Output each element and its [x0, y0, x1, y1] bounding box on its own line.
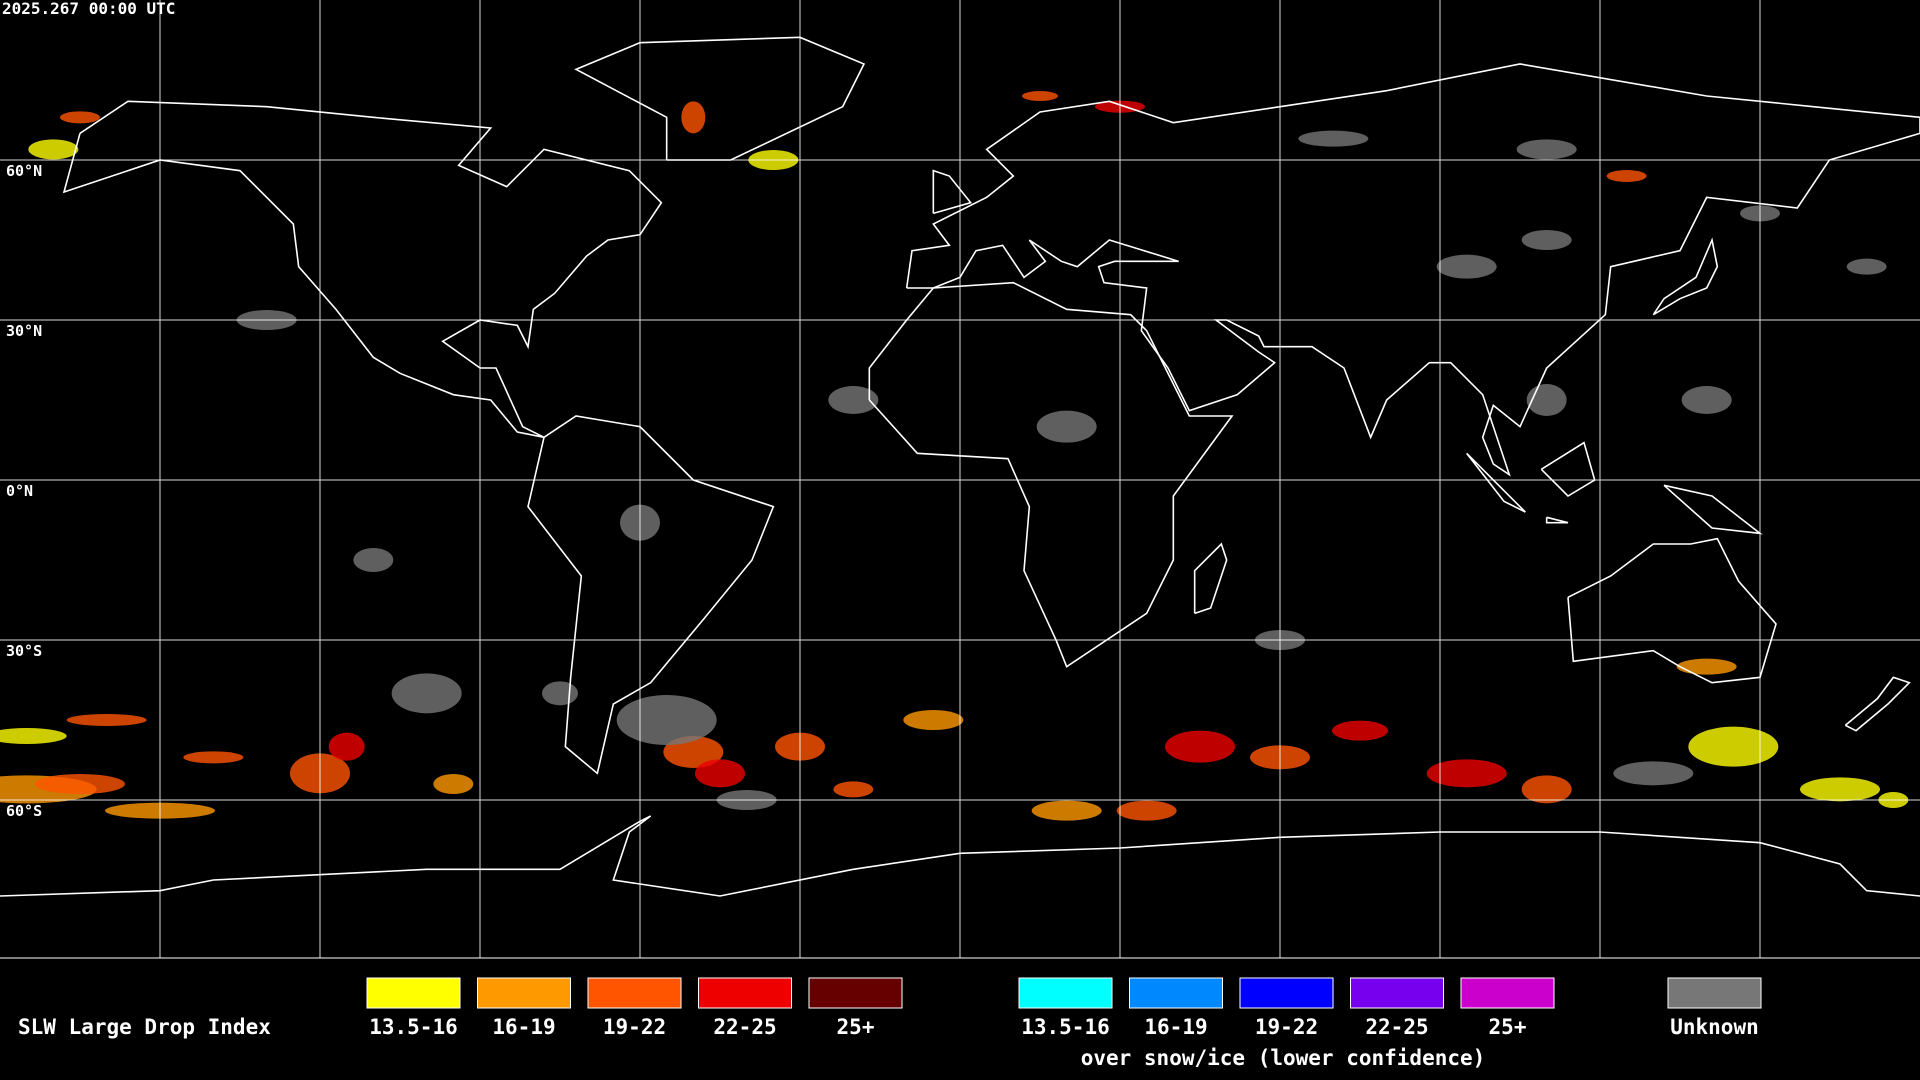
coastline — [1466, 452, 1526, 513]
cloud-patch — [1521, 230, 1572, 250]
legend-caption: over snow/ice (lower confidence) — [1081, 1046, 1486, 1070]
coastline — [1844, 676, 1911, 732]
legend-label: 22-25 — [713, 1015, 776, 1039]
legend-swatch — [808, 977, 903, 1009]
legend-label: 25+ — [1489, 1015, 1527, 1039]
legend-swatch — [366, 977, 461, 1009]
cloud-patch — [1606, 170, 1647, 182]
legend-swatch — [1667, 977, 1762, 1009]
legend-title: SLW Large Drop Index — [18, 1015, 271, 1039]
cloud-patch — [1521, 775, 1572, 804]
cloud-patch — [616, 695, 717, 745]
cloud-patch — [1846, 258, 1887, 275]
legend-swatch — [1239, 977, 1334, 1009]
cloud-patch — [1036, 410, 1097, 443]
coastline — [1652, 237, 1719, 316]
legend-label: Unknown — [1670, 1015, 1759, 1039]
cloud-patch — [1165, 730, 1235, 763]
cloud-patch — [1022, 91, 1058, 101]
cloud-patch — [183, 751, 244, 764]
cloud-patch — [1426, 759, 1507, 788]
cloud-patch — [695, 759, 745, 788]
latitude-label: 30°S — [6, 642, 42, 660]
legend-swatch — [1018, 977, 1113, 1009]
latitude-label: 0°N — [6, 482, 33, 500]
cloud-patch — [1681, 386, 1732, 414]
coastline — [527, 415, 775, 775]
coastline — [1567, 537, 1777, 684]
cloud-patch — [0, 728, 67, 744]
legend-label: 25+ — [837, 1015, 875, 1039]
latitude-labels: 60°N 30°N 0°N 30°S 60°S — [6, 162, 42, 820]
legend-label: 16-19 — [492, 1015, 555, 1039]
cloud-patch — [1332, 720, 1388, 741]
cloud-patch — [1436, 254, 1497, 279]
cloud-patch — [833, 781, 874, 798]
graticule — [0, 0, 1920, 958]
cloud-patch — [542, 681, 578, 706]
legend-label: 22-25 — [1365, 1015, 1428, 1039]
coastline — [1193, 542, 1228, 615]
cloud-patch — [328, 732, 365, 761]
cloud-patch — [1688, 726, 1779, 767]
cloud-patch — [66, 714, 147, 726]
latitude-label: 30°N — [6, 322, 42, 340]
cloud-patch — [60, 111, 100, 124]
cloud-patch — [903, 710, 964, 730]
cloud-patch — [28, 139, 79, 160]
cloud-patch — [353, 548, 394, 572]
cloud-patch — [1800, 777, 1880, 802]
legend-label: 19-22 — [603, 1015, 666, 1039]
timestamp: 2025.267 00:00 UTC — [2, 0, 175, 18]
coastline — [0, 815, 1920, 897]
legend-swatch — [1460, 977, 1555, 1009]
latitude-label: 60°N — [6, 162, 42, 180]
legend-label: 16-19 — [1144, 1015, 1207, 1039]
legend-swatch — [698, 977, 792, 1009]
cloud-patch — [1516, 139, 1577, 160]
latitude-label: 60°S — [6, 802, 42, 820]
legend: SLW Large Drop Index 13.5-16 16-19 19-22 22… — [18, 977, 1762, 1070]
cloud-patch — [1116, 800, 1177, 821]
cloud-patch — [35, 774, 125, 794]
cloud-patch — [391, 673, 462, 714]
legend-label: 13.5-16 — [1021, 1015, 1110, 1039]
coastline — [932, 169, 973, 215]
legend-label: 19-22 — [1255, 1015, 1318, 1039]
legend-swatch — [1129, 977, 1223, 1009]
cloud-patch — [1613, 761, 1694, 786]
cloud-patch — [1031, 800, 1102, 821]
cloud-patch — [1526, 384, 1567, 416]
legend-label: 13.5-16 — [369, 1015, 458, 1039]
cloud-patch — [1298, 130, 1369, 147]
cloud-patch — [433, 774, 474, 794]
coastline — [868, 281, 1234, 668]
cloud-patch — [1676, 658, 1737, 675]
legend-swatch — [587, 977, 682, 1009]
legend-swatch — [477, 977, 571, 1009]
cloud-patch — [828, 386, 879, 414]
cloud-layer — [0, 91, 1909, 821]
legend-swatch — [1350, 977, 1444, 1009]
cloud-patch — [681, 101, 706, 134]
coastline — [1545, 516, 1569, 524]
coastlines — [0, 36, 1920, 897]
